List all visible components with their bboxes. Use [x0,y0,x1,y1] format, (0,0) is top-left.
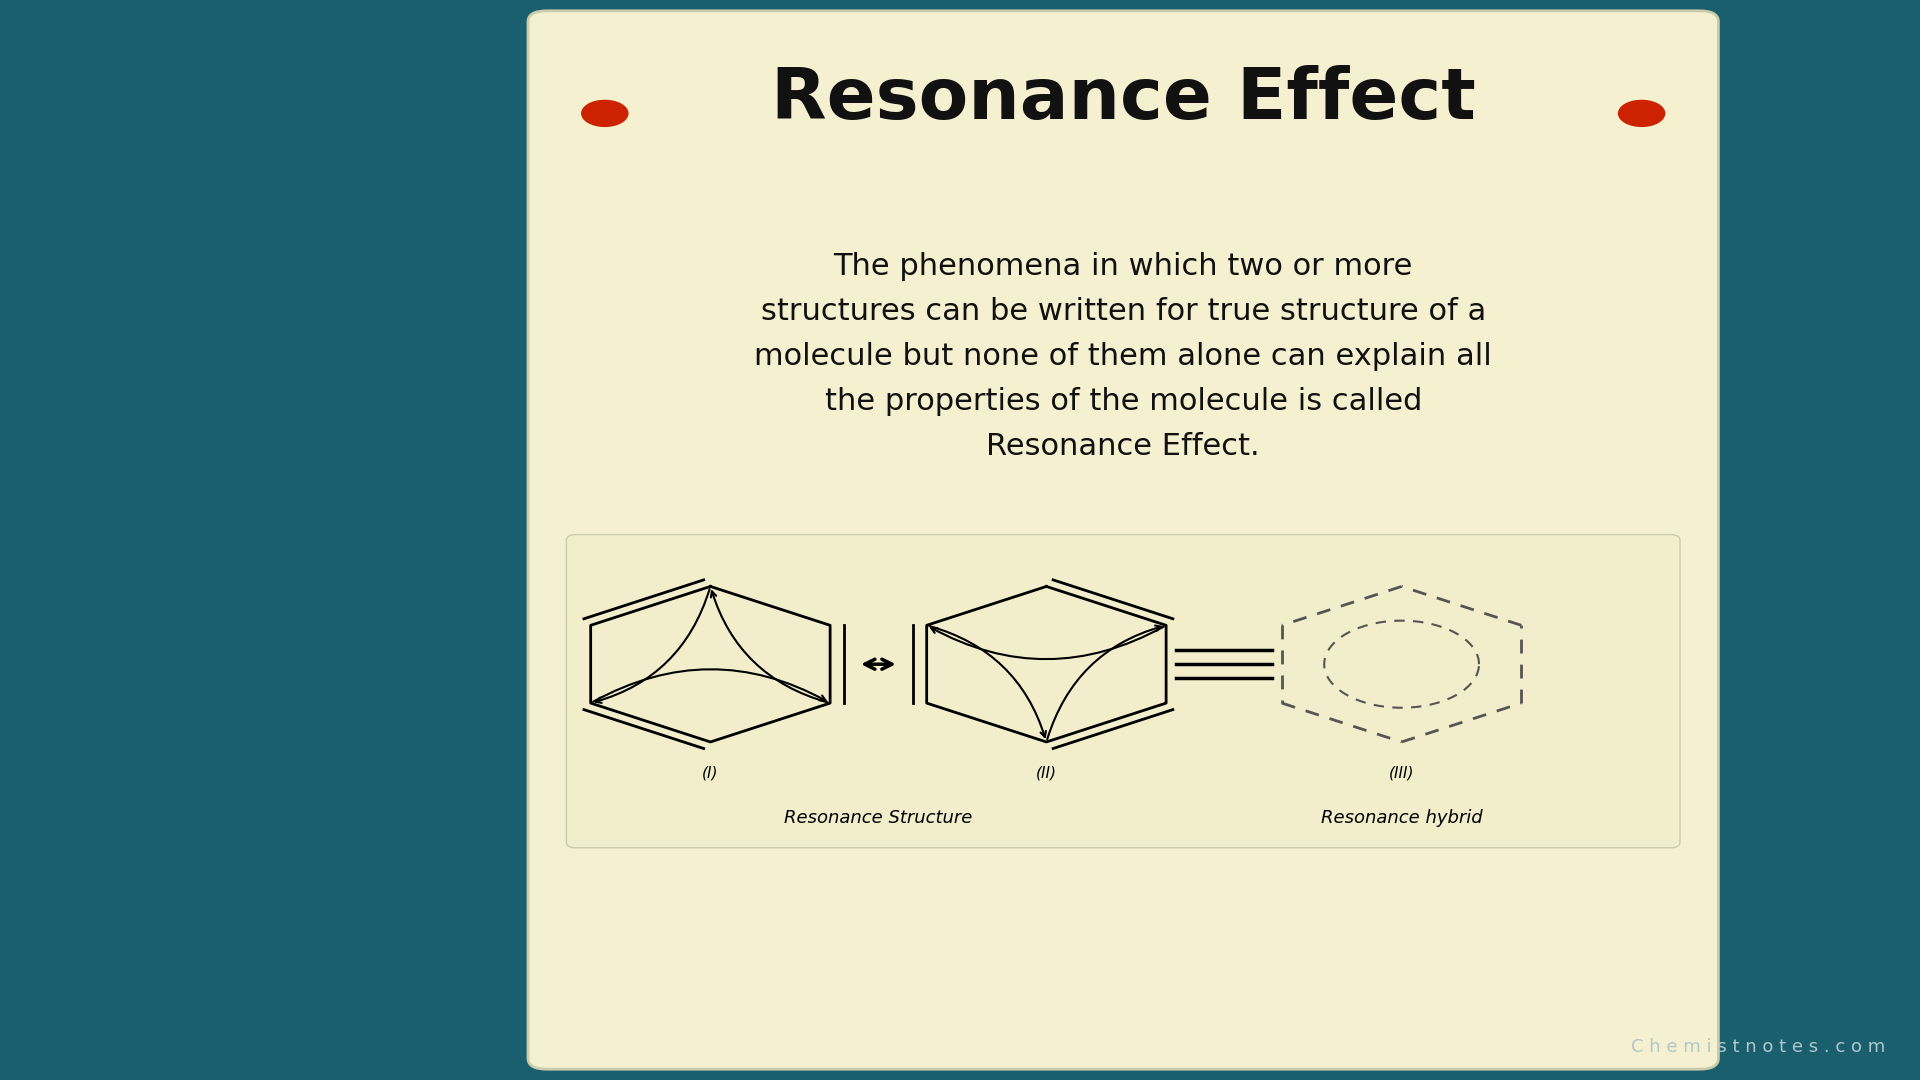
Text: C h e m i s t n o t e s . c o m: C h e m i s t n o t e s . c o m [1632,1038,1885,1056]
Text: (II): (II) [1037,766,1056,781]
FancyBboxPatch shape [566,535,1680,848]
Text: Resonance Structure: Resonance Structure [783,809,973,826]
Text: (III): (III) [1388,766,1415,781]
FancyBboxPatch shape [1701,22,1716,1058]
Text: Resonance hybrid: Resonance hybrid [1321,809,1482,826]
FancyBboxPatch shape [528,11,1718,1069]
Text: (I): (I) [703,766,718,781]
Circle shape [1619,100,1665,126]
Text: The phenomena in which two or more
structures can be written for true structure : The phenomena in which two or more struc… [755,252,1492,461]
Circle shape [582,100,628,126]
Text: Resonance Effect: Resonance Effect [770,65,1476,134]
